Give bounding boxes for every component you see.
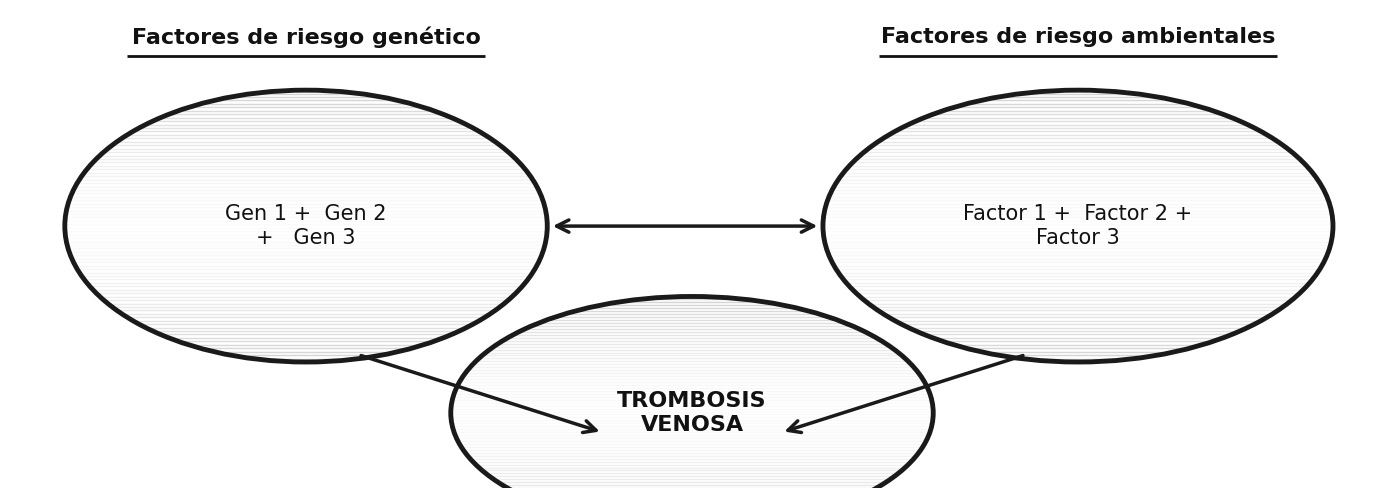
Text: Factores de riesgo genético: Factores de riesgo genético	[131, 26, 480, 48]
Text: TROMBOSIS
VENOSA: TROMBOSIS VENOSA	[617, 391, 767, 435]
Text: Factores de riesgo ambientales: Factores de riesgo ambientales	[880, 27, 1275, 47]
Text: Gen 1 +  Gen 2
+   Gen 3: Gen 1 + Gen 2 + Gen 3	[226, 204, 386, 247]
Text: Factor 1 +  Factor 2 +
Factor 3: Factor 1 + Factor 2 + Factor 3	[963, 204, 1193, 247]
